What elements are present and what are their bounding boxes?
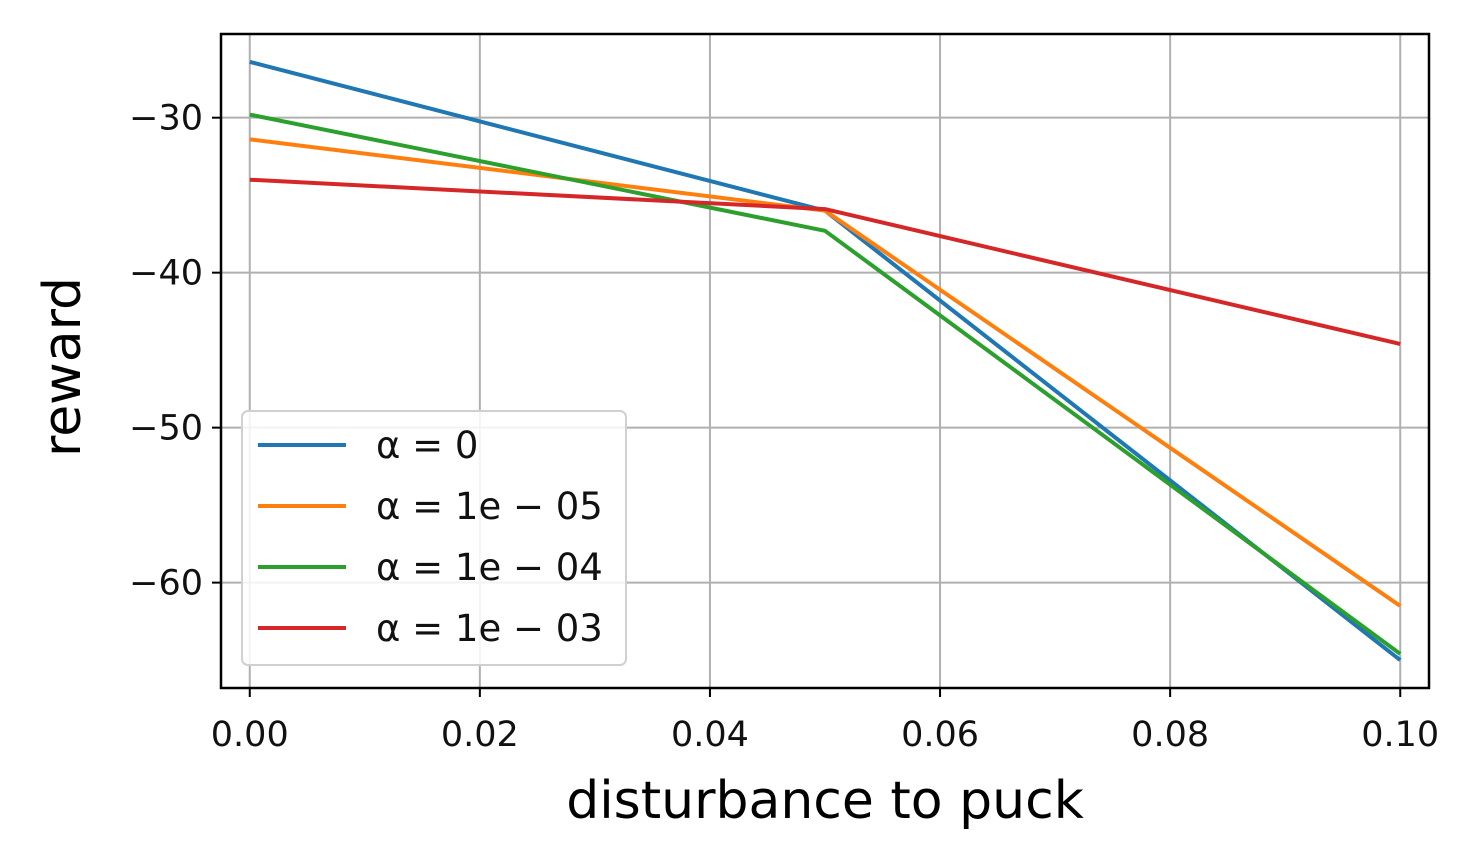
y-axis-ticks: −60 −50 −40 −30 (129, 99, 221, 604)
plot-frame (219, 32, 1431, 690)
legend-label: α = 1e − 04 (376, 546, 603, 589)
y-tick-label: −60 (129, 564, 203, 604)
x-tick-label: 0.08 (1131, 715, 1209, 755)
legend: α = 0 α = 1e − 05 α = 1e − 04 α = 1e − 03 (241, 410, 627, 666)
legend-label: α = 0 (376, 424, 478, 467)
x-tick-label: 0.00 (211, 715, 289, 755)
legend-label: α = 1e − 03 (376, 607, 603, 650)
x-axis-ticks: 0.00 0.02 0.04 0.06 0.08 0.10 (211, 688, 1439, 755)
y-tick-label: −50 (129, 409, 203, 449)
series-lines (249, 59, 1402, 662)
legend-label: α = 1e − 05 (376, 485, 603, 528)
series-line-4 (249, 177, 1401, 346)
x-tick-label: 0.04 (671, 715, 749, 755)
y-tick-label: −40 (129, 254, 203, 294)
x-axis-label: disturbance to puck (566, 771, 1084, 831)
legend-box (241, 410, 627, 666)
x-tick-label: 0.06 (901, 715, 979, 755)
series-line-3 (249, 112, 1402, 656)
y-tick-label: −30 (129, 99, 203, 139)
x-tick-label: 0.02 (441, 715, 519, 755)
x-tick-label: 0.10 (1361, 715, 1439, 755)
y-axis-label: reward (33, 277, 93, 457)
